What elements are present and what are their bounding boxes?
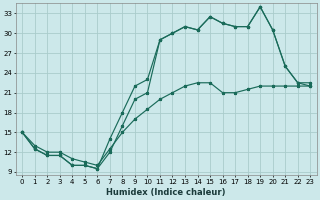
X-axis label: Humidex (Indice chaleur): Humidex (Indice chaleur): [107, 188, 226, 197]
